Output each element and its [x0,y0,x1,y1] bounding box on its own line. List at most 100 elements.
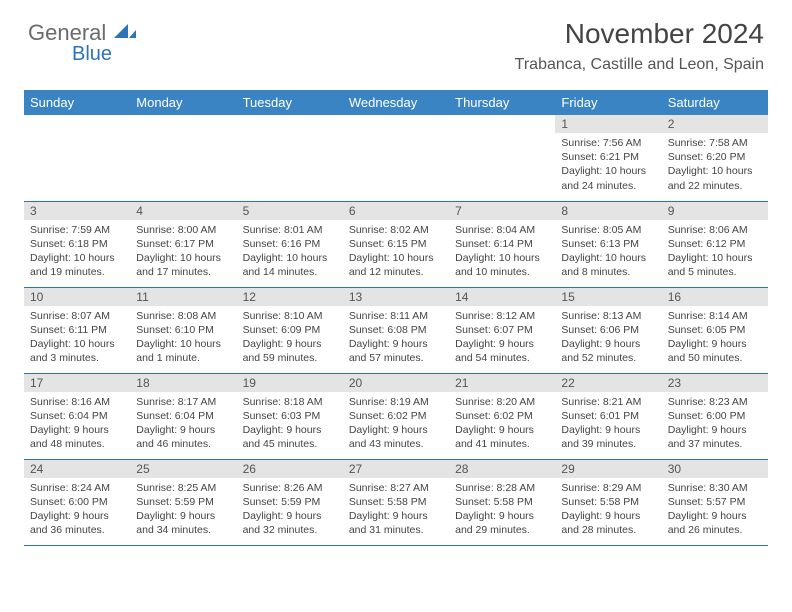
day-cell: 27Sunrise: 8:27 AMSunset: 5:58 PMDayligh… [343,459,449,545]
day-number: 9 [662,202,768,220]
day-header: Wednesday [343,90,449,115]
day-info: Sunrise: 8:30 AMSunset: 5:57 PMDaylight:… [662,478,768,542]
day-info: Sunrise: 8:21 AMSunset: 6:01 PMDaylight:… [555,392,661,456]
day-cell: 4Sunrise: 8:00 AMSunset: 6:17 PMDaylight… [130,201,236,287]
day-info: Sunrise: 7:56 AMSunset: 6:21 PMDaylight:… [555,133,661,197]
day-number: 20 [343,374,449,392]
calendar-table: SundayMondayTuesdayWednesdayThursdayFrid… [24,90,768,546]
day-cell: 25Sunrise: 8:25 AMSunset: 5:59 PMDayligh… [130,459,236,545]
day-number: 28 [449,460,555,478]
day-info: Sunrise: 8:07 AMSunset: 6:11 PMDaylight:… [24,306,130,370]
day-info: Sunrise: 8:24 AMSunset: 6:00 PMDaylight:… [24,478,130,542]
day-header: Monday [130,90,236,115]
day-header: Saturday [662,90,768,115]
logo-word2: Blue [72,44,138,64]
day-number: 4 [130,202,236,220]
logo-text: General Blue [28,18,138,64]
day-info: Sunrise: 8:23 AMSunset: 6:00 PMDaylight:… [662,392,768,456]
day-cell: 20Sunrise: 8:19 AMSunset: 6:02 PMDayligh… [343,373,449,459]
day-cell: 14Sunrise: 8:12 AMSunset: 6:07 PMDayligh… [449,287,555,373]
day-number: 12 [237,288,343,306]
day-number: 16 [662,288,768,306]
day-cell: 10Sunrise: 8:07 AMSunset: 6:11 PMDayligh… [24,287,130,373]
day-number: 14 [449,288,555,306]
day-number: 22 [555,374,661,392]
logo-word1: General [28,20,106,45]
day-info: Sunrise: 8:06 AMSunset: 6:12 PMDaylight:… [662,220,768,284]
day-info: Sunrise: 8:19 AMSunset: 6:02 PMDaylight:… [343,392,449,456]
day-cell: 12Sunrise: 8:10 AMSunset: 6:09 PMDayligh… [237,287,343,373]
calendar-head: SundayMondayTuesdayWednesdayThursdayFrid… [24,90,768,115]
day-cell [130,115,236,201]
week-row: 24Sunrise: 8:24 AMSunset: 6:00 PMDayligh… [24,459,768,545]
location: Trabanca, Castille and Leon, Spain [515,56,764,74]
day-number: 13 [343,288,449,306]
day-number: 17 [24,374,130,392]
day-cell: 24Sunrise: 8:24 AMSunset: 6:00 PMDayligh… [24,459,130,545]
day-number: 23 [662,374,768,392]
day-header: Friday [555,90,661,115]
day-number: 19 [237,374,343,392]
day-cell: 5Sunrise: 8:01 AMSunset: 6:16 PMDaylight… [237,201,343,287]
day-cell: 18Sunrise: 8:17 AMSunset: 6:04 PMDayligh… [130,373,236,459]
day-info: Sunrise: 8:18 AMSunset: 6:03 PMDaylight:… [237,392,343,456]
day-info: Sunrise: 8:16 AMSunset: 6:04 PMDaylight:… [24,392,130,456]
day-cell [237,115,343,201]
week-row: 17Sunrise: 8:16 AMSunset: 6:04 PMDayligh… [24,373,768,459]
day-info: Sunrise: 8:26 AMSunset: 5:59 PMDaylight:… [237,478,343,542]
calendar-body: 1Sunrise: 7:56 AMSunset: 6:21 PMDaylight… [24,115,768,545]
day-number: 7 [449,202,555,220]
day-cell: 13Sunrise: 8:11 AMSunset: 6:08 PMDayligh… [343,287,449,373]
day-number: 6 [343,202,449,220]
day-cell: 21Sunrise: 8:20 AMSunset: 6:02 PMDayligh… [449,373,555,459]
day-number: 2 [662,115,768,133]
day-number: 5 [237,202,343,220]
day-cell: 26Sunrise: 8:26 AMSunset: 5:59 PMDayligh… [237,459,343,545]
day-number: 24 [24,460,130,478]
day-cell: 11Sunrise: 8:08 AMSunset: 6:10 PMDayligh… [130,287,236,373]
day-number: 3 [24,202,130,220]
day-cell: 6Sunrise: 8:02 AMSunset: 6:15 PMDaylight… [343,201,449,287]
day-info: Sunrise: 8:00 AMSunset: 6:17 PMDaylight:… [130,220,236,284]
day-info: Sunrise: 8:20 AMSunset: 6:02 PMDaylight:… [449,392,555,456]
day-info: Sunrise: 8:17 AMSunset: 6:04 PMDaylight:… [130,392,236,456]
day-header: Tuesday [237,90,343,115]
day-cell: 30Sunrise: 8:30 AMSunset: 5:57 PMDayligh… [662,459,768,545]
month-title: November 2024 [515,18,764,50]
day-header: Sunday [24,90,130,115]
day-cell: 23Sunrise: 8:23 AMSunset: 6:00 PMDayligh… [662,373,768,459]
day-info: Sunrise: 7:58 AMSunset: 6:20 PMDaylight:… [662,133,768,197]
day-info: Sunrise: 8:04 AMSunset: 6:14 PMDaylight:… [449,220,555,284]
day-cell [449,115,555,201]
week-row: 1Sunrise: 7:56 AMSunset: 6:21 PMDaylight… [24,115,768,201]
day-number: 8 [555,202,661,220]
day-number: 21 [449,374,555,392]
day-cell: 7Sunrise: 8:04 AMSunset: 6:14 PMDaylight… [449,201,555,287]
day-cell: 29Sunrise: 8:29 AMSunset: 5:58 PMDayligh… [555,459,661,545]
day-cell: 17Sunrise: 8:16 AMSunset: 6:04 PMDayligh… [24,373,130,459]
day-info: Sunrise: 7:59 AMSunset: 6:18 PMDaylight:… [24,220,130,284]
day-info: Sunrise: 8:25 AMSunset: 5:59 PMDaylight:… [130,478,236,542]
day-info: Sunrise: 8:08 AMSunset: 6:10 PMDaylight:… [130,306,236,370]
day-header: Thursday [449,90,555,115]
day-cell: 19Sunrise: 8:18 AMSunset: 6:03 PMDayligh… [237,373,343,459]
day-cell [24,115,130,201]
day-cell: 2Sunrise: 7:58 AMSunset: 6:20 PMDaylight… [662,115,768,201]
day-number: 29 [555,460,661,478]
title-block: November 2024 Trabanca, Castille and Leo… [515,18,764,74]
day-info: Sunrise: 8:11 AMSunset: 6:08 PMDaylight:… [343,306,449,370]
week-row: 3Sunrise: 7:59 AMSunset: 6:18 PMDaylight… [24,201,768,287]
day-cell: 22Sunrise: 8:21 AMSunset: 6:01 PMDayligh… [555,373,661,459]
logo-triangle-icon [114,20,138,40]
day-number: 30 [662,460,768,478]
day-number: 10 [24,288,130,306]
day-number: 25 [130,460,236,478]
day-number: 26 [237,460,343,478]
day-cell: 8Sunrise: 8:05 AMSunset: 6:13 PMDaylight… [555,201,661,287]
day-info: Sunrise: 8:12 AMSunset: 6:07 PMDaylight:… [449,306,555,370]
day-info: Sunrise: 8:01 AMSunset: 6:16 PMDaylight:… [237,220,343,284]
day-cell: 15Sunrise: 8:13 AMSunset: 6:06 PMDayligh… [555,287,661,373]
day-cell [343,115,449,201]
day-number: 18 [130,374,236,392]
day-info: Sunrise: 8:28 AMSunset: 5:58 PMDaylight:… [449,478,555,542]
